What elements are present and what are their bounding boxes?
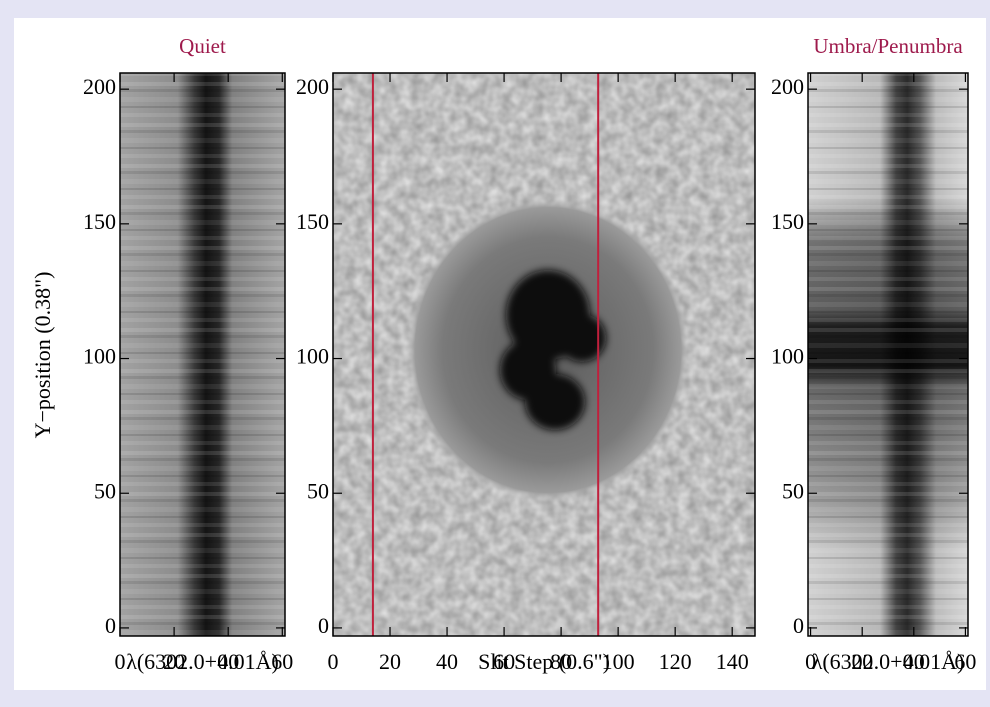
x-axis-label: λ(6302.0+0.01Å) [812,649,965,674]
x-tick-label: 0 [115,649,126,674]
x-tick-label: 20 [851,649,873,674]
x-tick-label: 0 [805,649,816,674]
panel-frame [807,72,969,637]
y-tick-label: 50 [782,478,804,503]
y-tick-label: 200 [83,74,116,99]
y-tick-label: 0 [105,613,116,638]
quiet-spectrum [120,73,285,636]
x-tick-label: 60 [954,649,976,674]
y-tick-label: 0 [793,613,804,638]
panel-frame [332,72,756,637]
continuum-image [333,73,755,636]
x-tick-label: 40 [436,649,458,674]
panel-title: Quiet [179,34,226,58]
y-tick-label: 0 [318,613,329,638]
y-tick-label: 200 [296,74,329,99]
y-tick-label: 200 [771,74,804,99]
y-tick-label: 50 [94,478,116,503]
x-tick-label: 80 [550,649,572,674]
x-axis-label: λ(6302.0+0.01Å) [126,649,279,674]
x-tick-label: 140 [716,649,749,674]
x-tick-label: 100 [602,649,635,674]
umbra-spectrum [808,73,968,636]
x-tick-label: 40 [217,649,239,674]
x-axis-label: Slit Step (0.6") [478,649,610,674]
x-tick-label: 20 [163,649,185,674]
y-axis-label: Y−position (0.38") [30,272,55,439]
panel-title: Umbra/Penumbra [813,34,963,58]
x-tick-label: 40 [903,649,925,674]
y-tick-label: 100 [83,344,116,369]
x-tick-label: 0 [328,649,339,674]
y-tick-label: 150 [771,209,804,234]
y-tick-label: 150 [83,209,116,234]
y-tick-label: 100 [296,344,329,369]
x-tick-label: 60 [493,649,515,674]
y-tick-label: 100 [771,344,804,369]
y-tick-label: 50 [307,478,329,503]
y-tick-label: 150 [296,209,329,234]
x-tick-label: 120 [659,649,692,674]
x-tick-label: 20 [379,649,401,674]
x-tick-label: 60 [271,649,293,674]
panel-frame [119,72,286,637]
